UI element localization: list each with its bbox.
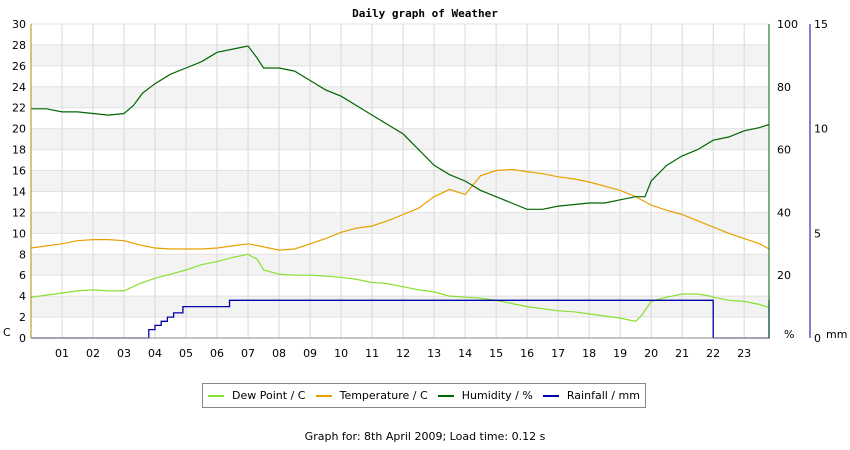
legend: Dew Point / C Temperature / C Humidity /… [202, 383, 646, 408]
footer-status: Graph for: 8th April 2009; Load time: 0.… [304, 430, 546, 443]
x-tick-label: 20 [644, 347, 658, 360]
left-y-tick-label: 20 [12, 123, 26, 136]
rain-y-tick-label: 0 [814, 332, 821, 345]
left-y-tick-label: 30 [12, 18, 26, 31]
x-tick-label: 18 [582, 347, 596, 360]
x-tick-label: 16 [520, 347, 534, 360]
grid-band [31, 44, 769, 66]
rain-axis-unit-label: mm [826, 328, 847, 341]
x-tick-label: 01 [55, 347, 69, 360]
left-y-tick-label: 8 [19, 248, 26, 261]
humidity-axis-unit-label: % [784, 328, 794, 341]
x-tick-label: 08 [272, 347, 286, 360]
legend-item-dew-point: Dew Point / C [208, 389, 305, 402]
legend-label-temperature: Temperature / C [339, 389, 428, 402]
humidity-y-tick-label: 60 [777, 144, 791, 157]
humidity-y-tick-label: 100 [777, 18, 798, 31]
grid-band [31, 212, 769, 234]
x-tick-label: 09 [303, 347, 317, 360]
grid-band [31, 254, 769, 276]
grid-band [31, 170, 769, 192]
rain-y-tick-label: 15 [814, 18, 828, 31]
left-y-tick-label: 22 [12, 102, 26, 115]
legend-item-temperature: Temperature / C [315, 389, 428, 402]
legend-swatch-rainfall [542, 394, 559, 397]
rain-y-tick-label: 10 [814, 123, 828, 136]
humidity-y-tick-label: 20 [777, 269, 791, 282]
left-y-tick-label: 16 [12, 165, 26, 178]
legend-swatch-temperature [315, 394, 332, 397]
left-y-tick-label: 18 [12, 144, 26, 157]
x-tick-label: 07 [241, 347, 255, 360]
legend-item-humidity: Humidity / % [437, 389, 533, 402]
x-tick-label: 12 [396, 347, 410, 360]
legend-item-rainfall: Rainfall / mm [542, 389, 640, 402]
x-tick-label: 06 [210, 347, 224, 360]
series-temperature-line [30, 168, 770, 251]
x-tick-label: 14 [458, 347, 472, 360]
x-tick-label: 13 [427, 347, 441, 360]
legend-swatch-dew-point [208, 394, 225, 397]
left-y-tick-label: 28 [12, 39, 26, 52]
left-y-tick-label: 4 [19, 290, 26, 303]
grid-band [31, 128, 769, 150]
left-y-tick-label: 26 [12, 60, 26, 73]
humidity-y-tick-label: 40 [777, 206, 791, 219]
series-humidity-line [31, 45, 770, 210]
left-y-tick-label: 0 [19, 332, 26, 345]
x-tick-label: 21 [675, 347, 689, 360]
left-y-tick-label: 12 [12, 206, 26, 219]
x-tick-label: 05 [179, 347, 193, 360]
series-dew-point-line [30, 253, 770, 322]
left-y-tick-label: 14 [12, 185, 26, 198]
x-tick-label: 10 [334, 347, 348, 360]
humidity-y-tick-label: 80 [777, 81, 791, 94]
x-tick-label: 03 [117, 347, 131, 360]
x-tick-label: 15 [489, 347, 503, 360]
x-tick-label: 17 [551, 347, 565, 360]
left-y-tick-label: 2 [19, 311, 26, 324]
series-rainfall-line [31, 299, 770, 339]
rain-y-tick-label: 5 [814, 227, 821, 240]
x-tick-label: 04 [148, 347, 162, 360]
left-y-tick-label: 10 [12, 227, 26, 240]
grid-band [31, 296, 769, 318]
legend-label-rainfall: Rainfall / mm [566, 389, 640, 402]
x-tick-label: 23 [737, 347, 751, 360]
x-tick-label: 19 [613, 347, 627, 360]
x-tick-label: 02 [86, 347, 100, 360]
left-axis-unit-label: C [3, 326, 11, 339]
left-y-tick-label: 24 [12, 81, 26, 94]
x-tick-label: 11 [365, 347, 379, 360]
weather-chart: Daily graph of Weather 01 02 03 04 05 06 07 08 0… [3, 7, 847, 360]
legend-label-humidity: Humidity / % [461, 389, 533, 402]
left-y-tick-label: 6 [19, 269, 26, 282]
legend-label-dew-point: Dew Point / C [232, 389, 306, 402]
x-tick-label: 22 [706, 347, 720, 360]
legend-swatch-humidity [437, 394, 454, 397]
chart-title: Daily graph of Weather [352, 7, 498, 20]
grid-band [31, 86, 769, 108]
